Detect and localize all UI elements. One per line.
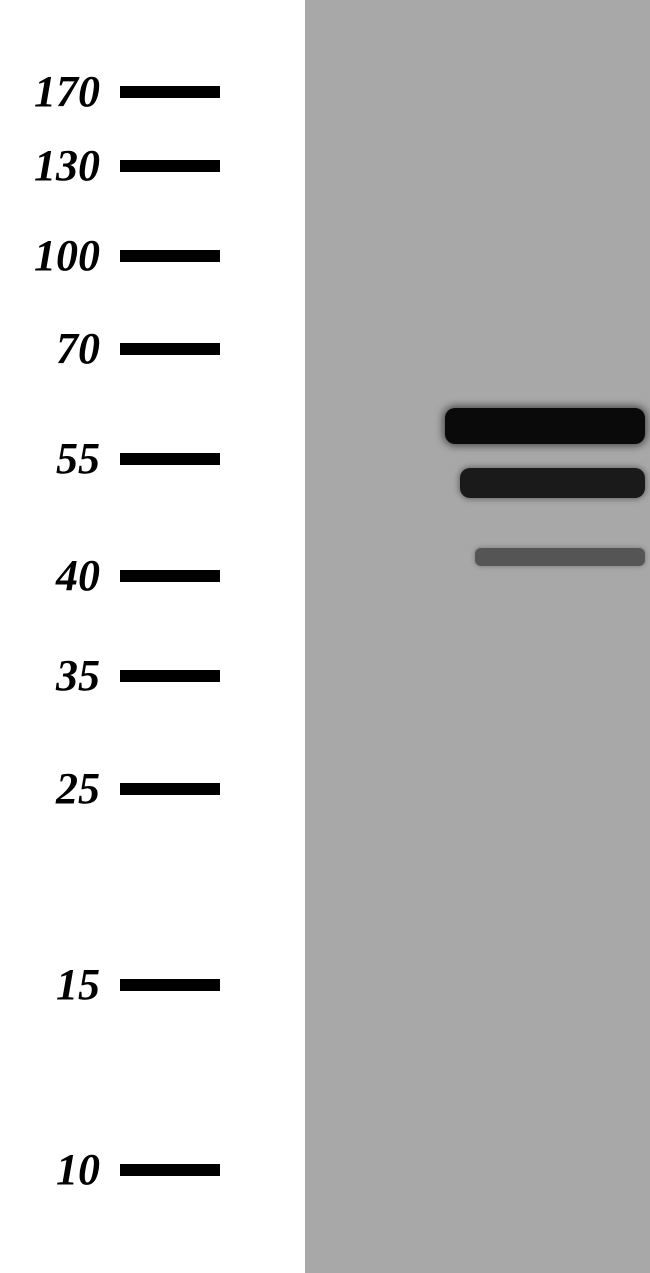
marker-label: 70	[0, 323, 120, 374]
marker-row: 100	[0, 230, 270, 281]
molecular-weight-ladder: 170 130 100 70 55 40 35 25 15 10	[0, 0, 300, 1273]
protein-band	[445, 408, 645, 444]
blot-membrane	[305, 0, 650, 1273]
marker-row: 130	[0, 140, 270, 191]
protein-band	[460, 468, 645, 498]
marker-tick	[120, 453, 220, 465]
marker-tick	[120, 160, 220, 172]
marker-label: 10	[0, 1144, 120, 1195]
marker-tick	[120, 570, 220, 582]
marker-row: 55	[0, 433, 270, 484]
marker-label: 55	[0, 433, 120, 484]
marker-row: 15	[0, 959, 270, 1010]
marker-tick	[120, 979, 220, 991]
marker-tick	[120, 343, 220, 355]
marker-tick	[120, 86, 220, 98]
protein-band	[475, 548, 645, 566]
marker-tick	[120, 250, 220, 262]
marker-label: 25	[0, 763, 120, 814]
marker-row: 170	[0, 66, 270, 117]
marker-row: 10	[0, 1144, 270, 1195]
marker-row: 25	[0, 763, 270, 814]
marker-tick	[120, 783, 220, 795]
marker-tick	[120, 1164, 220, 1176]
marker-label: 130	[0, 140, 120, 191]
marker-tick	[120, 670, 220, 682]
marker-label: 100	[0, 230, 120, 281]
marker-label: 170	[0, 66, 120, 117]
marker-label: 15	[0, 959, 120, 1010]
marker-row: 40	[0, 550, 270, 601]
marker-row: 70	[0, 323, 270, 374]
marker-label: 35	[0, 650, 120, 701]
marker-label: 40	[0, 550, 120, 601]
marker-row: 35	[0, 650, 270, 701]
